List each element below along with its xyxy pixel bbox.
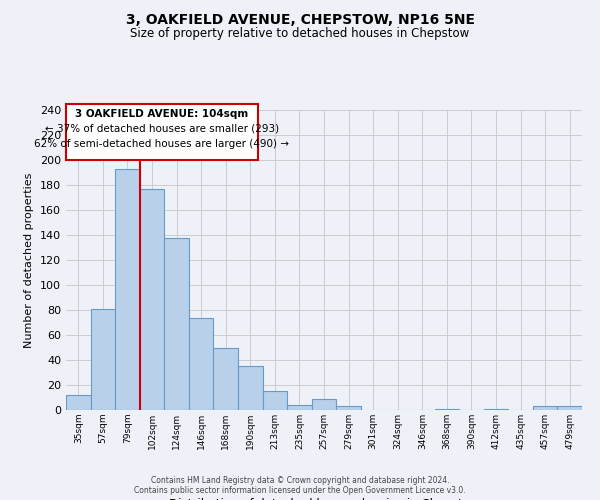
FancyBboxPatch shape xyxy=(66,104,257,160)
Y-axis label: Number of detached properties: Number of detached properties xyxy=(25,172,34,348)
Bar xyxy=(140,188,164,410)
Bar xyxy=(312,399,336,410)
Bar xyxy=(484,409,508,410)
Text: ← 37% of detached houses are smaller (293): ← 37% of detached houses are smaller (29… xyxy=(45,124,279,134)
Bar xyxy=(336,406,361,410)
Text: 62% of semi-detached houses are larger (490) →: 62% of semi-detached houses are larger (… xyxy=(34,138,289,149)
Text: 3, OAKFIELD AVENUE, CHEPSTOW, NP16 5NE: 3, OAKFIELD AVENUE, CHEPSTOW, NP16 5NE xyxy=(125,12,475,26)
Bar xyxy=(533,406,557,410)
Text: Size of property relative to detached houses in Chepstow: Size of property relative to detached ho… xyxy=(130,28,470,40)
Bar xyxy=(238,366,263,410)
Bar xyxy=(287,405,312,410)
Text: 3 OAKFIELD AVENUE: 104sqm: 3 OAKFIELD AVENUE: 104sqm xyxy=(75,109,248,118)
Bar xyxy=(164,238,189,410)
Bar xyxy=(263,391,287,410)
Bar xyxy=(189,318,214,410)
Bar xyxy=(115,169,140,410)
X-axis label: Distribution of detached houses by size in Chepstow: Distribution of detached houses by size … xyxy=(169,498,479,500)
Text: Contains public sector information licensed under the Open Government Licence v3: Contains public sector information licen… xyxy=(134,486,466,495)
Text: Contains HM Land Registry data © Crown copyright and database right 2024.: Contains HM Land Registry data © Crown c… xyxy=(151,476,449,485)
Bar xyxy=(557,406,582,410)
Bar xyxy=(434,409,459,410)
Bar xyxy=(91,308,115,410)
Bar xyxy=(66,395,91,410)
Bar xyxy=(214,348,238,410)
